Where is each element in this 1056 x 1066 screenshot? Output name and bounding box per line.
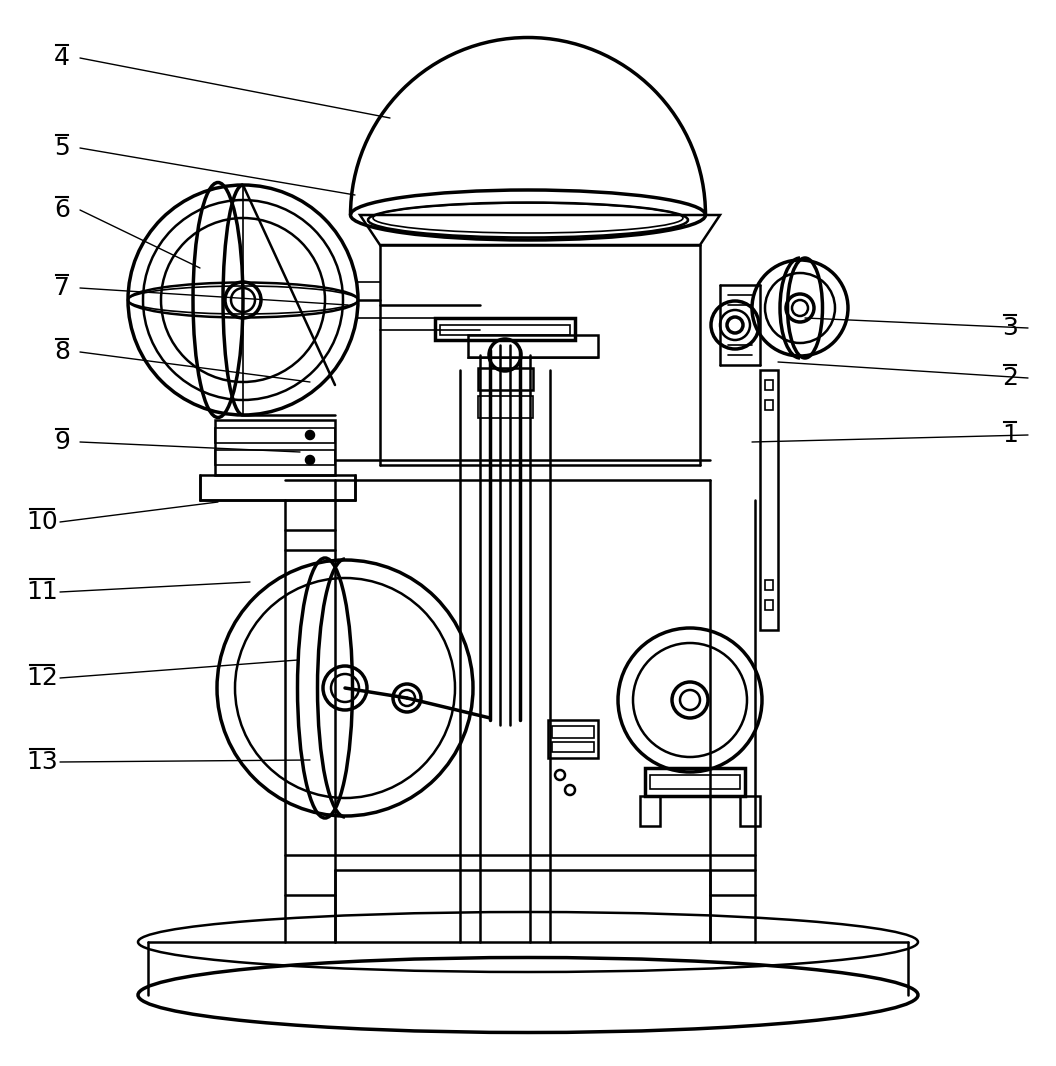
Circle shape — [306, 456, 314, 464]
Bar — [215, 420, 335, 475]
Text: 5: 5 — [54, 136, 70, 160]
Bar — [200, 475, 355, 500]
Bar — [468, 335, 598, 357]
Bar — [548, 720, 598, 758]
Bar — [435, 318, 576, 340]
Bar — [765, 600, 773, 610]
Text: 13: 13 — [26, 750, 58, 774]
Bar — [478, 395, 533, 418]
Bar — [440, 325, 570, 335]
Bar — [765, 580, 773, 589]
Circle shape — [306, 431, 314, 439]
Bar — [215, 450, 335, 465]
Text: 8: 8 — [54, 340, 70, 364]
Bar — [552, 742, 593, 752]
Bar — [760, 370, 778, 630]
Bar — [215, 429, 335, 443]
Text: 7: 7 — [54, 276, 70, 300]
Text: 10: 10 — [26, 510, 58, 534]
Text: 12: 12 — [26, 666, 58, 690]
Bar — [645, 768, 744, 796]
Bar — [640, 796, 660, 826]
Bar — [765, 379, 773, 390]
Text: 6: 6 — [54, 198, 70, 222]
Text: 9: 9 — [54, 430, 70, 454]
Text: 1: 1 — [1002, 423, 1018, 447]
Bar — [740, 796, 760, 826]
Text: 2: 2 — [1002, 366, 1018, 390]
Text: 3: 3 — [1002, 316, 1018, 340]
Bar — [765, 400, 773, 410]
Bar — [478, 368, 533, 390]
Bar — [650, 775, 740, 789]
Bar — [552, 726, 593, 738]
Text: 4: 4 — [54, 46, 70, 70]
Text: 11: 11 — [26, 580, 58, 604]
